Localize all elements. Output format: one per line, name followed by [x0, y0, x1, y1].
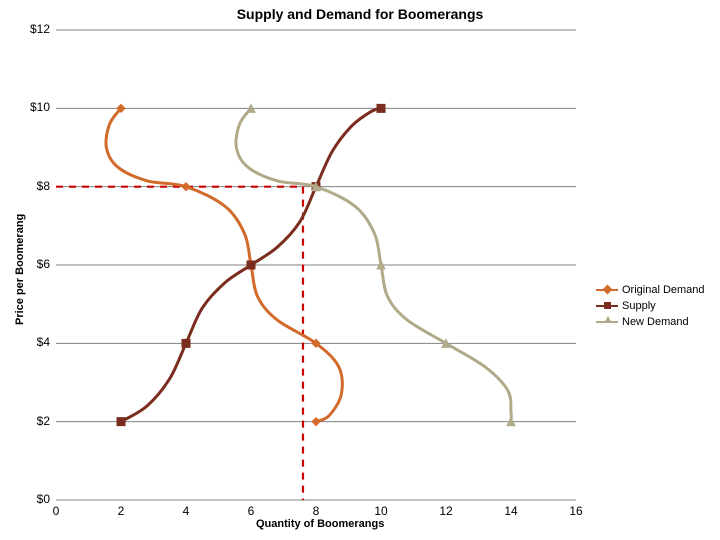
x-tick: 12	[434, 504, 458, 518]
x-tick: 0	[44, 504, 68, 518]
y-tick: $4	[10, 335, 50, 349]
y-tick: $6	[10, 257, 50, 271]
x-tick: 6	[239, 504, 263, 518]
series-marker	[247, 261, 255, 269]
x-tick: 16	[564, 504, 588, 518]
y-tick: $10	[10, 100, 50, 114]
y-tick: $2	[10, 414, 50, 428]
x-tick: 10	[369, 504, 393, 518]
x-tick: 14	[499, 504, 523, 518]
series-marker	[182, 183, 190, 191]
x-tick: 8	[304, 504, 328, 518]
x-tick: 2	[109, 504, 133, 518]
y-tick: $12	[10, 22, 50, 36]
x-tick: 4	[174, 504, 198, 518]
series-marker	[117, 418, 125, 426]
series-marker	[182, 339, 190, 347]
series-marker	[312, 418, 320, 426]
series-marker	[377, 104, 385, 112]
y-tick: $8	[10, 179, 50, 193]
